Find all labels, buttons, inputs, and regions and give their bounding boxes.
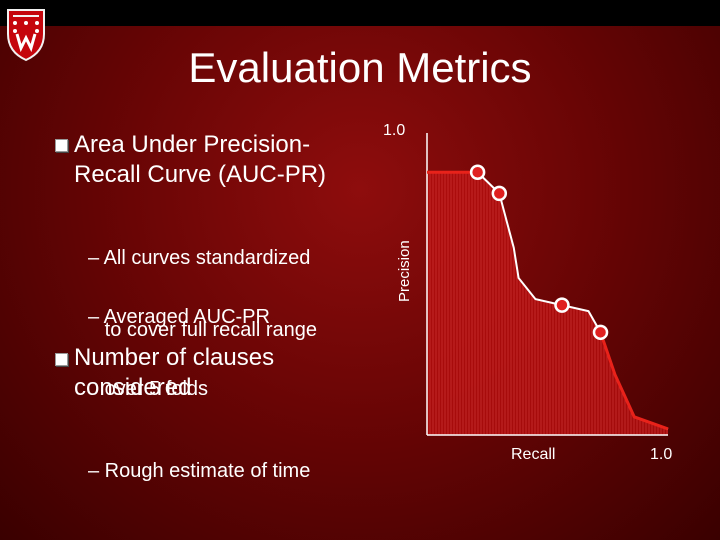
data-point-marker xyxy=(469,164,486,181)
x-axis-label: Recall xyxy=(511,446,556,463)
university-crest-icon xyxy=(7,9,45,62)
top-bar xyxy=(0,0,720,26)
data-point-marker xyxy=(554,297,570,313)
bullet-marker-icon xyxy=(55,139,68,152)
sub-2-line-1: – Averaged AUC-PR xyxy=(88,306,270,328)
slide-title: Evaluation Metrics xyxy=(188,44,532,91)
data-point-marker xyxy=(592,324,609,341)
bullet-2-line-2: considered xyxy=(74,374,192,401)
extrapolated-tail-line xyxy=(599,331,669,431)
sub-1-line-2: to cover full recall range xyxy=(88,319,317,341)
bullet-1-line-2: Recall Curve (AUC-PR) xyxy=(74,161,327,188)
bullet-2-text: Number of clauses considered xyxy=(74,343,274,403)
bullet-marker-icon xyxy=(55,353,68,366)
bullet-2-line-1: Number of clauses xyxy=(74,344,275,371)
sub-3-line-1: – Rough estimate of time xyxy=(88,460,311,482)
bullet-1-sub-1: – All curves standardized to cover full … xyxy=(88,198,317,366)
bullet-1-text: Area Under Precision- Recall Curve (AUC-… xyxy=(74,130,326,190)
chart-axes xyxy=(426,133,668,436)
area-under-curve xyxy=(427,172,668,435)
bullet-2-sub-1: – Rough estimate of time xyxy=(88,411,310,507)
y-max-label: 1.0 xyxy=(383,122,406,139)
sub-2-line-2: over 5 folds xyxy=(88,378,209,400)
x-max-label: 1.0 xyxy=(650,446,673,463)
sub-1-line-1: – All curves standardized xyxy=(88,247,311,269)
bullet-1-sub-2: – Averaged AUC-PR over 5 folds xyxy=(88,257,270,425)
data-point-marker xyxy=(491,185,508,202)
bullet-1-line-1: Area Under Precision- xyxy=(74,131,311,158)
curve-markers xyxy=(469,164,609,341)
